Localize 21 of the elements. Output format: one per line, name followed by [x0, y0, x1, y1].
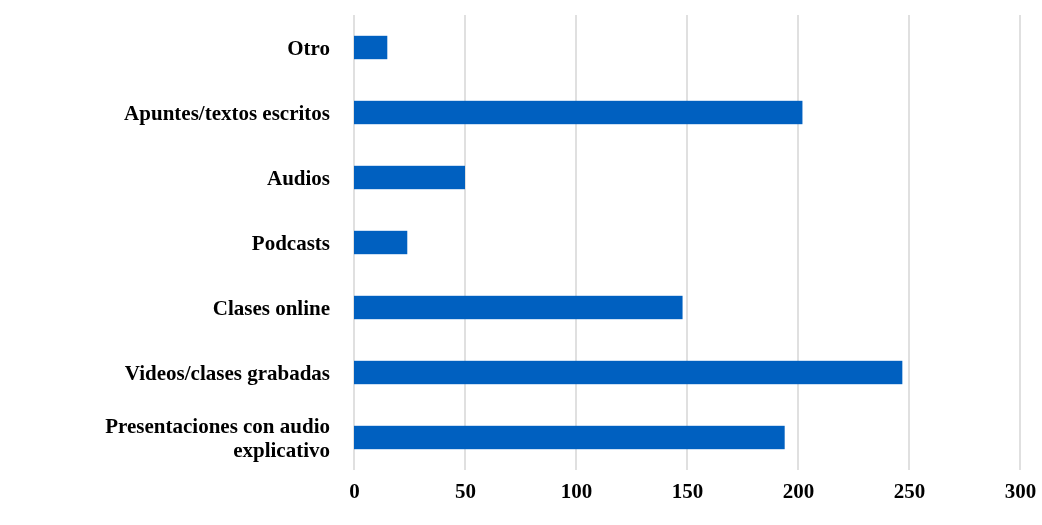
bar: [354, 165, 465, 190]
y-tick-label: Clases online: [212, 295, 330, 320]
y-tick-label: Otro: [287, 35, 330, 60]
bar: [354, 35, 388, 60]
y-tick-label: Videos/clases grabadas: [124, 360, 330, 385]
x-tick-label: 0: [349, 478, 360, 503]
bar: [354, 425, 785, 450]
y-tick-label: Presentaciones con audio explicativo: [105, 413, 330, 462]
x-tick-label: 150: [671, 478, 704, 503]
bar: [354, 230, 408, 255]
y-tick-label: Podcasts: [251, 230, 330, 255]
bar: [354, 360, 903, 385]
y-tick-label: Audios: [266, 165, 330, 190]
bar: [354, 295, 683, 320]
x-tick-label: 100: [560, 478, 593, 503]
x-tick-label: 300: [1004, 478, 1037, 503]
bar: [354, 100, 803, 125]
x-tick-label: 50: [455, 478, 476, 503]
x-tick-label: 250: [893, 478, 926, 503]
x-tick-label: 200: [782, 478, 815, 503]
y-tick-label: Apuntes/textos escritos: [124, 100, 330, 125]
